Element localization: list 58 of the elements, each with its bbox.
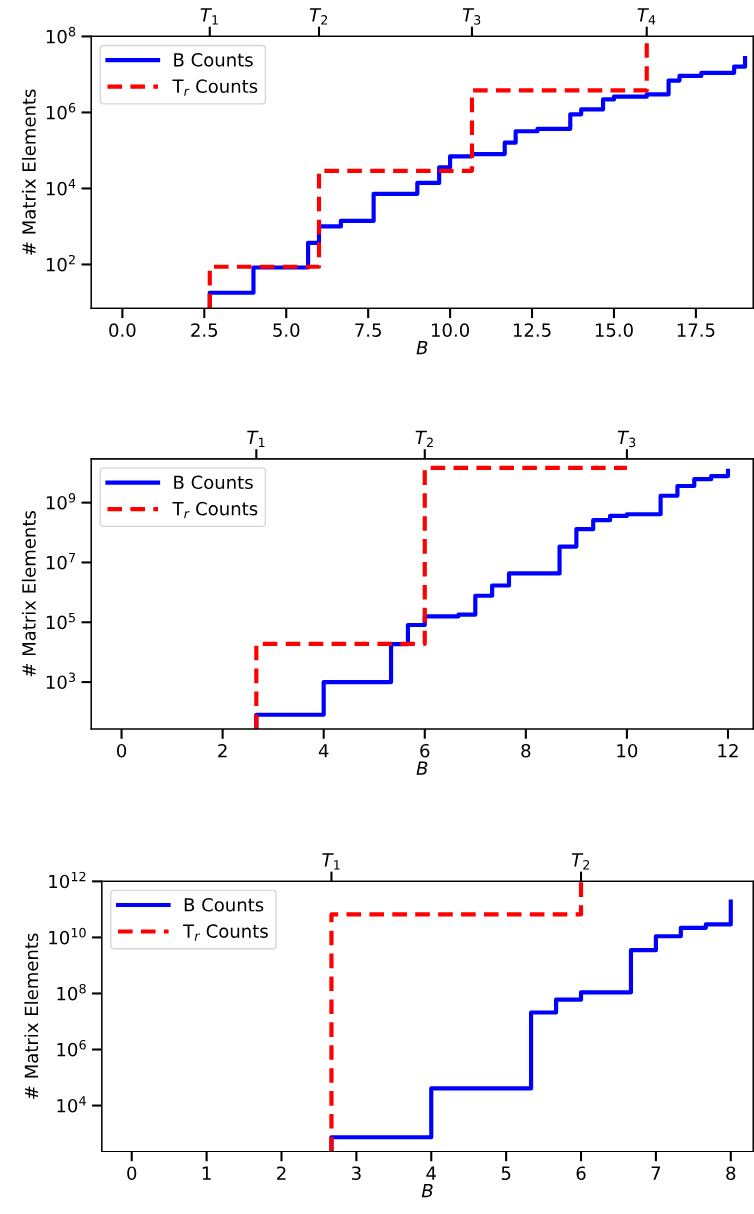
x-axis-title: B — [416, 340, 428, 355]
y-tick-label: 10$^{4}$ — [46, 179, 76, 196]
y-axis-title: # Matrix Elements — [21, 89, 36, 255]
x-tick-label: 2.5 — [191, 323, 218, 337]
y-tick-label: 10$^{4}$ — [57, 1096, 86, 1113]
x-tick-label: 12.5 — [513, 323, 551, 337]
x-tick-label: 0 — [127, 1166, 137, 1181]
annotation: T$_{2}$ — [309, 8, 328, 25]
annotation: T$_{2}$ — [571, 853, 590, 870]
x-tick-label: 5 — [501, 1166, 511, 1181]
legend-label: T$_{r}$ Counts — [172, 79, 258, 96]
legend-label: B Counts — [174, 52, 253, 67]
legend-label: B Counts — [184, 897, 264, 912]
y-axis-title: # Matrix Elements — [21, 511, 36, 677]
x-tick-label: 2 — [218, 743, 227, 758]
x-tick-label: 10.0 — [431, 323, 469, 337]
y-tick-label: 10$^{3}$ — [46, 672, 76, 690]
legend-label: B Counts — [174, 475, 253, 490]
annotation: T$_{2}$ — [415, 430, 433, 447]
x-axis-title: B — [416, 761, 428, 775]
y-tick-label: 10$^{10}$ — [49, 927, 86, 945]
y-tick-label: 10$^{8}$ — [57, 983, 86, 1001]
x-tick-label: 1 — [202, 1166, 211, 1180]
y-tick-label: 10$^{6}$ — [46, 102, 76, 120]
x-tick-label: 12 — [718, 743, 738, 758]
x-tick-label: 4 — [318, 744, 329, 758]
legend-label: T$_{r}$ Counts — [182, 924, 268, 941]
x-tick-label: 0 — [117, 743, 127, 758]
x-axis-title: B — [421, 1184, 433, 1198]
x-tick-label: 8 — [521, 743, 531, 758]
annotation: T$_{3}$ — [462, 8, 481, 25]
legend-label: T$_{r}$ Counts — [172, 501, 258, 519]
annotation: T$_{1}$ — [247, 430, 265, 447]
x-tick-label: 5.0 — [273, 323, 300, 337]
annotation: T$_{1}$ — [322, 853, 340, 870]
x-tick-label: 0.0 — [109, 323, 136, 337]
y-tick-label: 10$^{5}$ — [46, 612, 75, 630]
x-tick-label: 15.0 — [595, 323, 633, 337]
annotation: T$_{1}$ — [200, 8, 218, 25]
y-axis-title: # Matrix Elements — [24, 933, 39, 1099]
y-tick-label: 10$^{7}$ — [46, 553, 75, 570]
x-tick-label: 3 — [352, 1166, 361, 1181]
y-tick-label: 10$^{6}$ — [57, 1039, 86, 1057]
annotation: T$_{4}$ — [637, 8, 656, 25]
x-tick-label: 6 — [576, 1166, 586, 1181]
y-tick-label: 10$^{9}$ — [46, 493, 76, 510]
y-tick-label: 10$^{8}$ — [46, 26, 76, 44]
x-tick-label: 17.5 — [677, 323, 715, 337]
x-tick-label: 8 — [726, 1166, 736, 1181]
y-tick-label: 10$^{2}$ — [46, 254, 75, 272]
x-tick-label: 7 — [651, 1166, 661, 1180]
annotation: T$_{3}$ — [617, 430, 636, 448]
x-tick-label: 10 — [617, 743, 638, 758]
x-tick-label: 2 — [277, 1166, 286, 1180]
x-tick-label: 6 — [420, 743, 430, 758]
y-tick-label: 10$^{12}$ — [49, 871, 86, 889]
x-tick-label: 4 — [426, 1166, 436, 1180]
x-tick-label: 7.5 — [355, 323, 381, 337]
